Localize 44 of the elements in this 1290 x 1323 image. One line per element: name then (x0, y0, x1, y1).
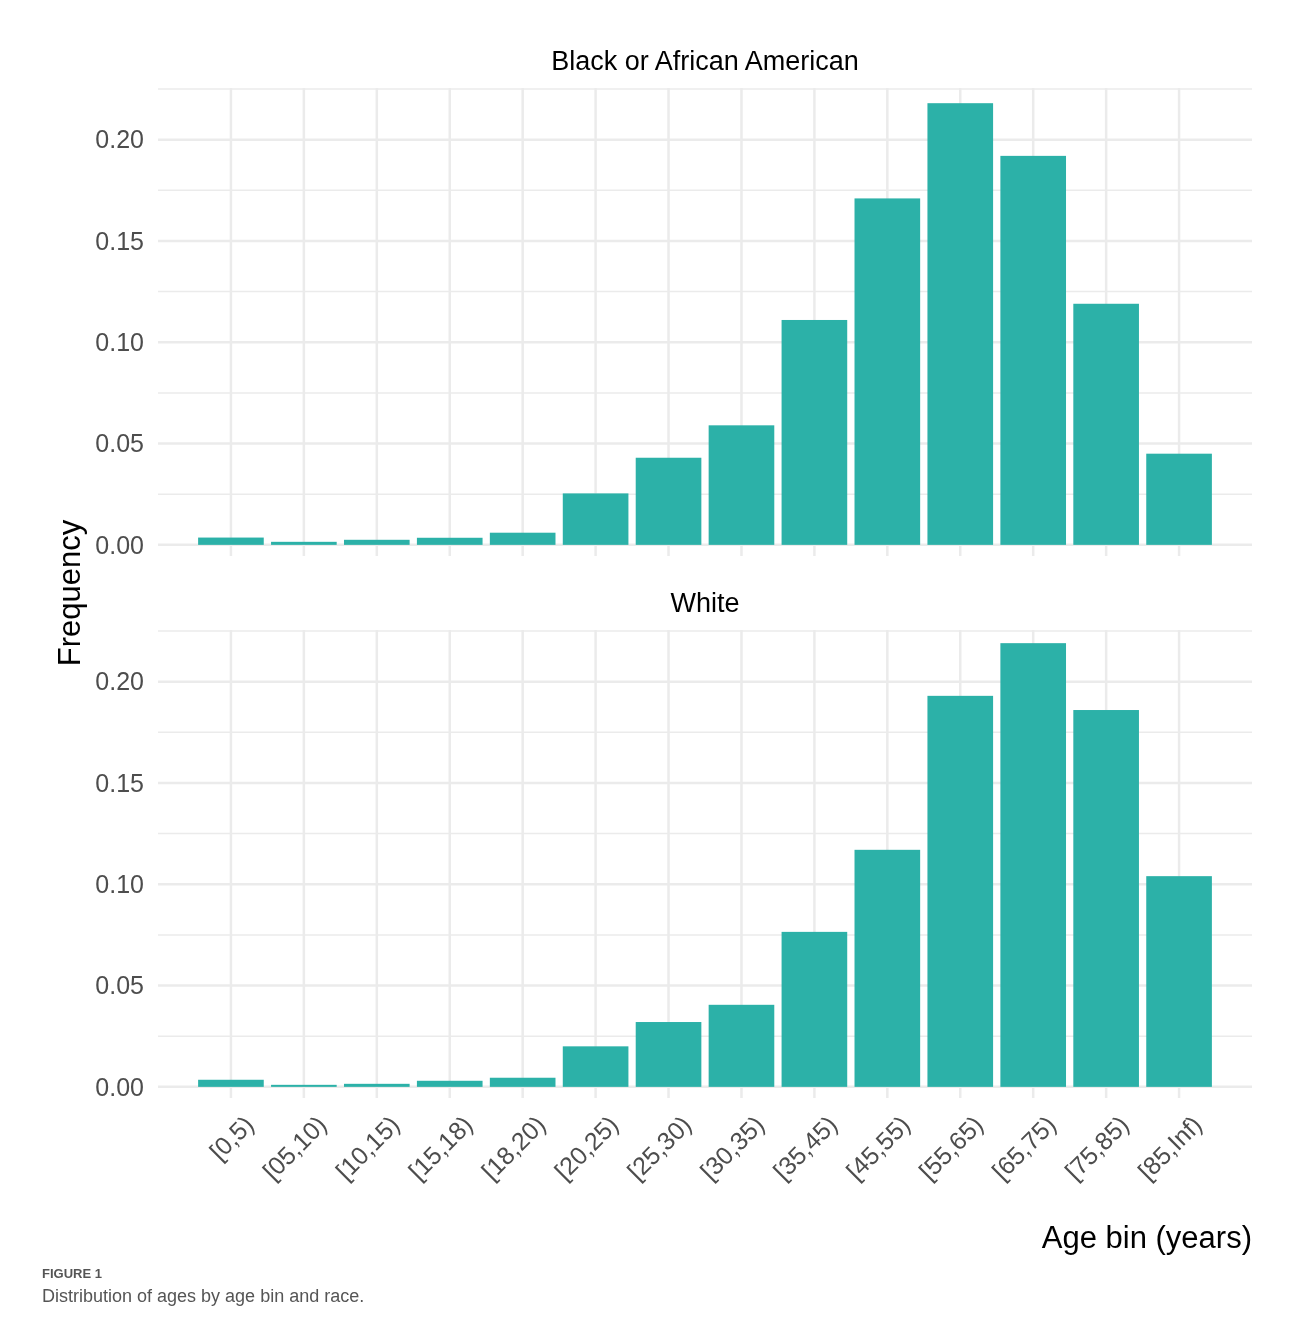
text: Distribution of ages by age bin and race. (42, 1286, 365, 1306)
bar (708, 425, 775, 545)
bar (708, 1004, 775, 1087)
bar (1146, 453, 1212, 545)
bar (781, 319, 848, 545)
bar (1000, 643, 1067, 1087)
bar (562, 493, 629, 545)
bar (1073, 710, 1139, 1087)
bar (198, 1079, 264, 1087)
bar (1146, 876, 1212, 1087)
y-tick-label: 0.20 (95, 667, 144, 696)
bar (343, 539, 410, 545)
bar (271, 1084, 337, 1087)
y-tick-label: 0.15 (95, 226, 144, 255)
bar (781, 931, 848, 1087)
bar (562, 1046, 629, 1087)
y-tick-label: 0.05 (95, 429, 144, 458)
y-tick-label: 0.00 (95, 1072, 144, 1101)
bar (343, 1083, 410, 1087)
y-tick-label: 0.10 (95, 328, 144, 357)
y-tick-label: 0.20 (95, 125, 144, 154)
bar (198, 537, 264, 545)
y-axis-title: Frequency (52, 519, 87, 667)
y-tick-label: 0.15 (95, 768, 144, 797)
y-tick-label: 0.05 (95, 971, 144, 1000)
bar (927, 695, 994, 1087)
bar (416, 1080, 483, 1087)
bar (927, 103, 994, 545)
bar (635, 1022, 702, 1087)
bar (854, 198, 921, 545)
x-axis-title: Age bin (years) (1041, 1220, 1252, 1255)
y-tick-label: 0.00 (95, 530, 144, 559)
y-tick-label: 0.10 (95, 870, 144, 899)
bar (271, 541, 337, 545)
bar (489, 1077, 556, 1087)
bar (635, 457, 702, 545)
chart-title: Black or African American (551, 46, 859, 76)
bar (489, 532, 556, 545)
caption: FIGURE 1 (42, 1266, 102, 1281)
bar (1000, 155, 1067, 545)
chart-title: White (670, 588, 740, 618)
bar (416, 537, 483, 545)
bar (1073, 303, 1139, 545)
bar (854, 849, 921, 1087)
